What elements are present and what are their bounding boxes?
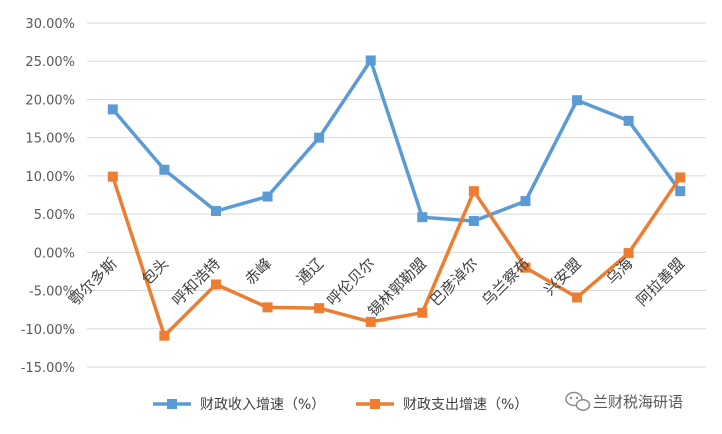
y-tick-label: 25.00% [25, 55, 75, 70]
y-axis-ticks: 30.00% 25.00% 20.00% 15.00% 10.00% 5.00% 0.00%… [21, 17, 75, 376]
data-point [675, 186, 686, 197]
series-lines [107, 55, 686, 341]
legend-label: 财政支出增速（%） [403, 397, 528, 413]
category-label: 乌海 [603, 254, 637, 288]
y-tick-label: 15.00% [25, 132, 75, 147]
data-point [520, 196, 531, 207]
data-point [572, 95, 583, 106]
y-tick-label: -5.00% [29, 285, 75, 300]
data-point [623, 248, 634, 259]
data-point [262, 302, 273, 313]
data-point [159, 164, 170, 175]
data-point [314, 132, 325, 143]
data-point [107, 104, 118, 115]
y-tick-label: 0.00% [34, 246, 75, 261]
data-point [572, 292, 583, 303]
y-tick-label: 20.00% [25, 93, 75, 108]
category-label: 阿拉善盟 [633, 254, 688, 309]
wechat-icon [565, 391, 591, 411]
legend-marker [370, 399, 380, 409]
series-line-1 [111, 58, 682, 223]
series-line-2 [111, 174, 682, 338]
y-tick-label: -10.00% [21, 323, 75, 338]
category-label: 包头 [138, 254, 172, 288]
data-point [623, 115, 634, 126]
data-point [210, 279, 221, 290]
data-point [159, 330, 170, 341]
data-point [107, 171, 118, 182]
watermark-text: 兰财税海研语 [593, 393, 683, 411]
y-tick-label: 5.00% [34, 208, 75, 223]
y-tick-label: 10.00% [25, 170, 75, 185]
watermark: 兰财税海研语 [565, 391, 683, 411]
legend-marker [167, 399, 177, 409]
category-label: 兴安盟 [540, 254, 585, 299]
data-point [314, 303, 325, 314]
data-point [417, 212, 428, 223]
legend: 财政收入增速（%） 财政支出增速（%） [153, 397, 528, 413]
y-tick-label: -15.00% [21, 361, 75, 376]
data-point [210, 206, 221, 217]
category-label: 鄂尔多斯 [65, 254, 120, 309]
data-point [365, 55, 376, 66]
data-point [468, 186, 479, 197]
data-point [262, 191, 273, 202]
data-point [520, 262, 531, 273]
data-point [675, 172, 686, 183]
category-label: 通辽 [293, 254, 327, 288]
data-point [468, 215, 479, 226]
gridlines [87, 22, 706, 368]
data-point [365, 316, 376, 327]
legend-label: 财政收入增速（%） [200, 397, 325, 413]
category-label: 乌兰察布 [478, 254, 533, 309]
data-point [417, 307, 428, 318]
y-tick-label: 30.00% [25, 17, 75, 32]
category-label: 赤峰 [241, 254, 275, 288]
